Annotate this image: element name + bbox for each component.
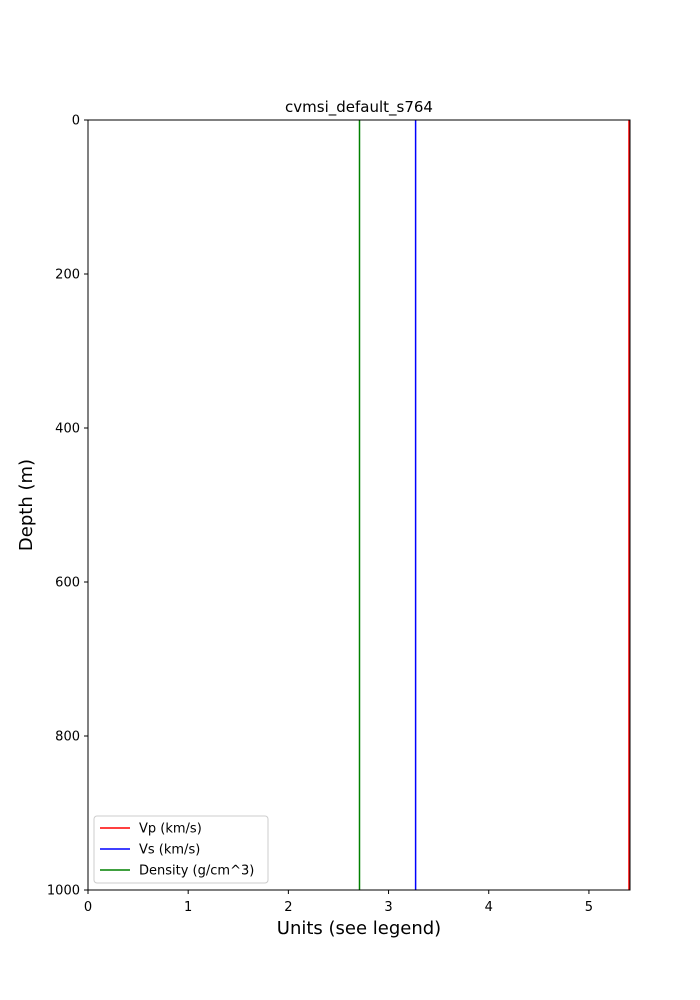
x-tick-label: 5 (585, 900, 593, 915)
x-tick-label: 2 (284, 900, 292, 915)
x-axis-label: Units (see legend) (277, 918, 441, 939)
legend-box (93, 815, 269, 884)
y-tick-label: 600 (55, 576, 80, 591)
legend-items: Vp (km/s) Vs (km/s) Density (g/cm^3) (100, 822, 254, 879)
x-tick-label: 4 (485, 900, 493, 915)
y-tick-label: 400 (55, 422, 80, 437)
plot-frame (87, 119, 631, 891)
y-axis-ticks: 0 200 400 600 800 1000 (47, 114, 88, 899)
legend-label-2: Density (g/cm^3) (139, 864, 254, 879)
x-tick-label: 1 (184, 900, 192, 915)
chart-title: cvmsi_default_s764 (285, 98, 433, 117)
y-tick-label: 0 (72, 114, 80, 129)
y-tick-label: 200 (55, 268, 80, 283)
x-tick-label: 0 (84, 900, 92, 915)
legend-label-0: Vp (km/s) (139, 822, 202, 837)
series-layer (358, 120, 630, 890)
y-axis-label: Depth (m) (16, 459, 37, 551)
x-axis-ticks: 0 1 2 3 4 5 (84, 890, 593, 915)
y-tick-label: 800 (55, 730, 80, 745)
legend-label-1: Vs (km/s) (139, 843, 200, 858)
y-tick-label: 1000 (47, 884, 80, 899)
legend: Vp (km/s) Vs (km/s) Density (g/cm^3) (93, 815, 269, 884)
x-tick-label: 3 (384, 900, 392, 915)
